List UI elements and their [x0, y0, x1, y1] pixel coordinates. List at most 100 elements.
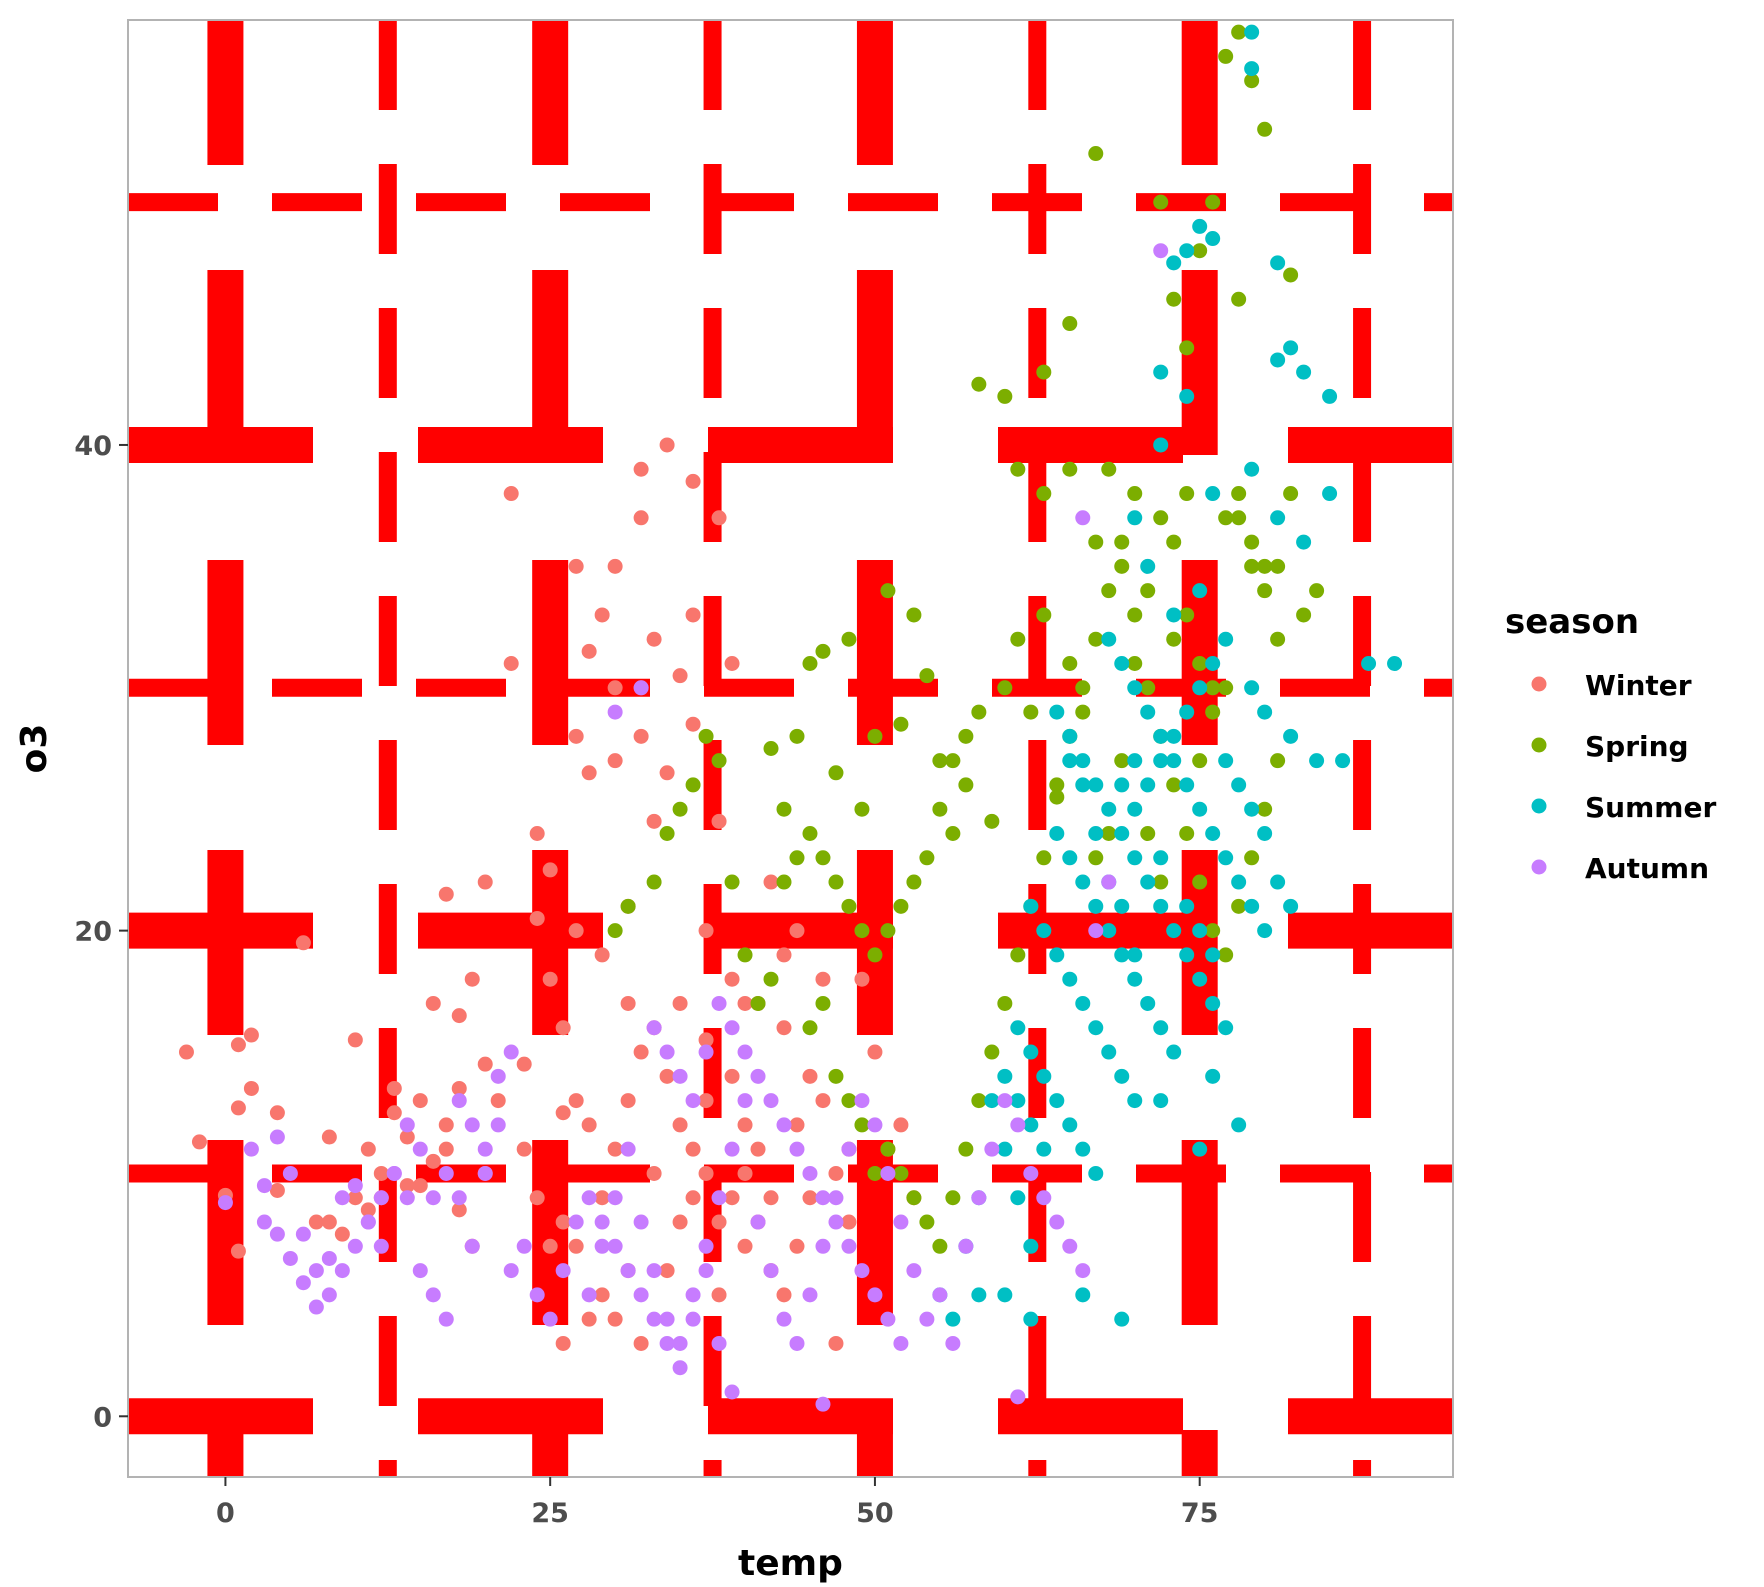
- data-point: [1192, 218, 1208, 234]
- data-point: [659, 1068, 675, 1084]
- data-point: [1179, 947, 1195, 963]
- data-point: [1153, 1093, 1169, 1109]
- data-point: [1179, 777, 1195, 793]
- data-point: [776, 874, 792, 890]
- data-point: [906, 1263, 922, 1279]
- data-point: [633, 461, 649, 477]
- data-point: [1101, 923, 1117, 939]
- data-point: [1205, 995, 1221, 1011]
- data-point: [763, 1190, 779, 1206]
- data-point: [568, 923, 584, 939]
- data-point: [1023, 1044, 1039, 1060]
- data-point: [633, 680, 649, 696]
- data-point: [1361, 656, 1377, 672]
- legend-label-spring: Spring: [1585, 730, 1689, 763]
- data-point: [1166, 1044, 1182, 1060]
- data-point: [880, 1165, 896, 1181]
- data-point: [1192, 243, 1208, 259]
- data-point: [789, 1335, 805, 1351]
- data-point: [1088, 146, 1104, 162]
- data-point: [854, 1093, 870, 1109]
- data-point: [1153, 437, 1169, 453]
- data-point: [1010, 631, 1026, 647]
- data-point: [1062, 316, 1078, 332]
- data-point: [620, 898, 636, 914]
- data-point: [1205, 486, 1221, 502]
- data-point: [854, 971, 870, 987]
- data-point: [1062, 461, 1078, 477]
- data-point: [1166, 631, 1182, 647]
- data-point: [750, 1141, 766, 1157]
- data-point: [893, 1214, 909, 1230]
- data-point: [945, 753, 961, 769]
- data-point: [776, 1311, 792, 1327]
- data-point: [828, 1165, 844, 1181]
- legend-label-winter: Winter: [1585, 669, 1692, 702]
- data-point: [1075, 704, 1091, 720]
- data-point: [737, 1093, 753, 1109]
- data-point: [997, 995, 1013, 1011]
- data-point: [685, 777, 701, 793]
- data-point: [555, 1105, 571, 1121]
- data-point: [1257, 801, 1273, 817]
- data-point: [672, 1117, 688, 1133]
- data-point: [607, 753, 623, 769]
- x-axis-title: temp: [738, 1543, 843, 1584]
- data-point: [1205, 231, 1221, 247]
- data-point: [464, 1117, 480, 1133]
- data-point: [971, 1093, 987, 1109]
- data-point: [607, 1141, 623, 1157]
- data-point: [568, 1214, 584, 1230]
- data-point: [958, 728, 974, 744]
- data-point: [438, 1165, 454, 1181]
- data-point: [1101, 583, 1117, 599]
- data-point: [1257, 558, 1273, 574]
- data-point: [763, 1263, 779, 1279]
- data-point: [789, 923, 805, 939]
- data-point: [841, 1093, 857, 1109]
- data-point: [1179, 825, 1195, 841]
- data-point: [282, 1250, 298, 1266]
- data-point: [1049, 1093, 1065, 1109]
- data-point: [789, 1238, 805, 1254]
- data-point: [685, 1287, 701, 1303]
- data-point: [841, 1214, 857, 1230]
- data-point: [1244, 534, 1260, 550]
- data-point: [763, 874, 779, 890]
- data-point: [1231, 510, 1247, 526]
- data-point: [1036, 607, 1052, 623]
- data-point: [438, 886, 454, 902]
- data-point: [321, 1129, 337, 1145]
- data-point: [1075, 753, 1091, 769]
- data-point: [1075, 1287, 1091, 1303]
- data-point: [659, 1311, 675, 1327]
- data-point: [893, 1335, 909, 1351]
- data-point: [1244, 898, 1260, 914]
- data-point: [750, 995, 766, 1011]
- data-point: [1270, 558, 1286, 574]
- data-point: [1270, 352, 1286, 368]
- data-point: [1036, 1190, 1052, 1206]
- data-point: [1127, 680, 1143, 696]
- data-point: [1088, 898, 1104, 914]
- data-point: [737, 1117, 753, 1133]
- data-point: [581, 1190, 597, 1206]
- data-point: [503, 656, 519, 672]
- data-point: [464, 1238, 480, 1254]
- data-point: [945, 825, 961, 841]
- data-point: [1088, 1165, 1104, 1181]
- data-point: [1101, 825, 1117, 841]
- data-point: [997, 1068, 1013, 1084]
- data-point: [256, 1178, 272, 1194]
- data-point: [529, 825, 545, 841]
- data-point: [1153, 194, 1169, 210]
- data-point: [1153, 728, 1169, 744]
- data-point: [1010, 1117, 1026, 1133]
- data-point: [594, 1214, 610, 1230]
- data-point: [1010, 1020, 1026, 1036]
- data-point: [1257, 583, 1273, 599]
- data-point: [1179, 898, 1195, 914]
- data-point: [1244, 73, 1260, 89]
- data-point: [282, 1165, 298, 1181]
